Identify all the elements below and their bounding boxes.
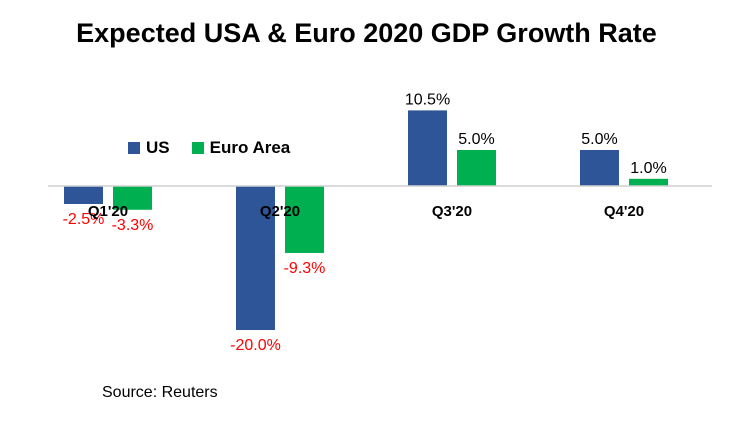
data-label-us-q3: 10.5% <box>405 91 450 108</box>
bar-euro-area-q3 <box>457 150 496 186</box>
source-note: Source: Reuters <box>102 384 218 401</box>
category-label-q1: Q1'20 <box>88 203 128 220</box>
legend-swatch-euro-area <box>191 142 204 154</box>
category-label-q4: Q4'20 <box>604 203 644 220</box>
data-label-us-q2: -20.0% <box>230 337 281 354</box>
data-label-euro-area-q2: -9.3% <box>284 260 326 277</box>
bar-us-q1 <box>64 186 103 204</box>
data-label-euro-area-q1: -3.3% <box>112 217 154 234</box>
bar-euro-area-q2 <box>285 186 324 253</box>
bar-us-q3 <box>408 110 447 186</box>
category-label-q3: Q3'20 <box>432 203 472 220</box>
legend-item-euro-area: Euro Area <box>191 138 291 158</box>
chart-title: Expected USA & Euro 2020 GDP Growth Rate <box>76 18 657 48</box>
data-label-us-q4: 5.0% <box>581 131 617 148</box>
legend-item-us: US <box>128 138 170 158</box>
legend-label-us: US <box>146 138 170 157</box>
legend-label-euro-area: Euro Area <box>209 138 291 157</box>
category-label-q2: Q2'20 <box>260 203 300 220</box>
bar-us-q2 <box>236 186 275 330</box>
bar-us-q4 <box>580 150 619 186</box>
legend: US Euro Area <box>128 138 312 158</box>
data-label-euro-area-q4: 1.0% <box>630 160 666 177</box>
bar-euro-area-q4 <box>629 178 668 186</box>
legend-swatch-us <box>128 142 140 154</box>
bar-euro-area-q1 <box>113 186 152 210</box>
data-label-us-q1: -2.5% <box>63 211 105 228</box>
data-label-euro-area-q3: 5.0% <box>458 131 494 148</box>
